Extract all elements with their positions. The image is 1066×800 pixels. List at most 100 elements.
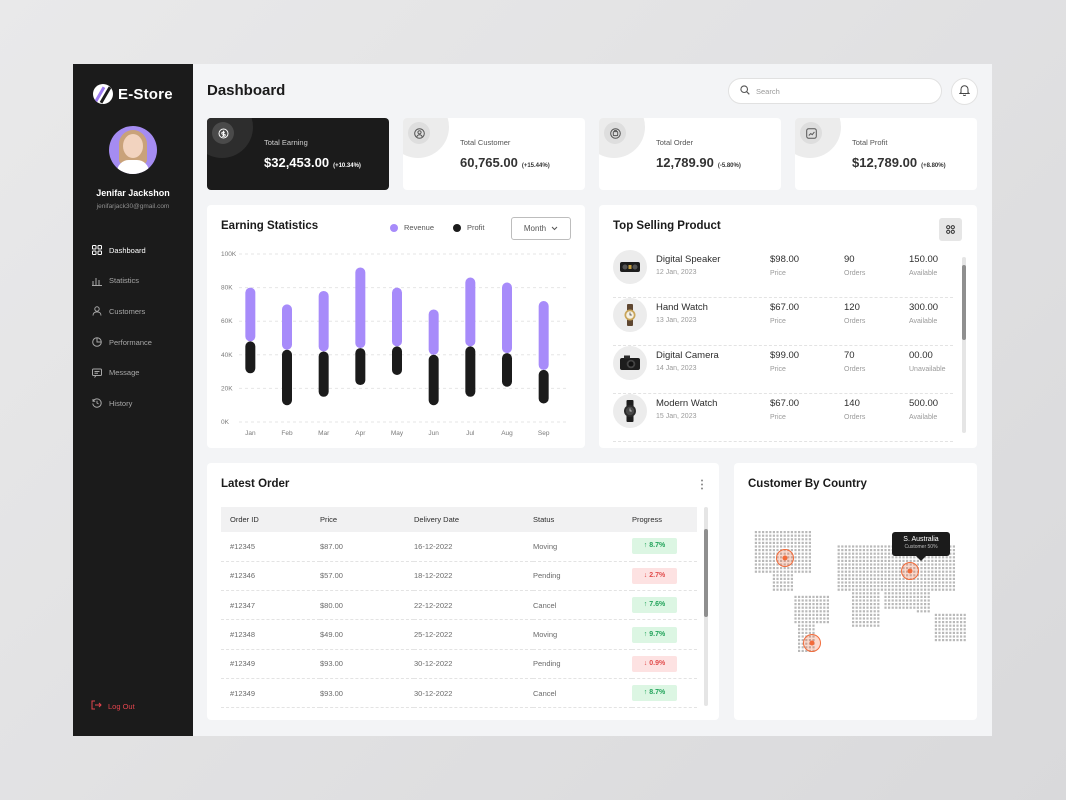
stat-value-number: $12,789.00 bbox=[852, 155, 918, 170]
search-bar[interactable] bbox=[728, 78, 942, 104]
revenue-bar[interactable] bbox=[355, 267, 366, 349]
price-label: Price bbox=[770, 318, 786, 325]
tooltip-title: S. Australia bbox=[903, 536, 939, 543]
order-icon bbox=[604, 122, 626, 144]
scrollbar-thumb[interactable] bbox=[704, 529, 708, 617]
revenue-bar[interactable] bbox=[318, 290, 329, 352]
sidebar-item-statistics[interactable]: Statistics bbox=[91, 266, 152, 297]
table-row[interactable]: #12347 $80.00 22-12-2022 Cancel ↑ 7.6% bbox=[221, 590, 697, 621]
progress-cell: ↑ 9.7% bbox=[632, 619, 697, 650]
modern-watch-icon bbox=[613, 394, 647, 428]
stat-delta: (+10.34%) bbox=[333, 163, 361, 169]
sidebar-item-performance[interactable]: Performance bbox=[91, 327, 152, 358]
product-stock: 300.00 Available bbox=[909, 302, 938, 325]
progress-cell: ↑ 7.6% bbox=[632, 590, 697, 621]
user-email: jenifarjack30@gmail.com bbox=[96, 203, 170, 210]
stat-card-total-customer[interactable]: Total Customer 60,765.00 (+15.44%) bbox=[403, 118, 585, 190]
message-icon bbox=[91, 367, 102, 378]
orders-value: 90 bbox=[844, 254, 855, 265]
order-price: $49.00 bbox=[320, 619, 414, 650]
table-row[interactable]: #12348 $49.00 25-12-2022 Moving ↑ 9.7% bbox=[221, 619, 697, 650]
column-header[interactable]: Progress bbox=[632, 507, 697, 532]
order-status: Cancel bbox=[533, 678, 632, 709]
stat-card-total-order[interactable]: Total Order 12,789.90 (-5.80%) bbox=[599, 118, 781, 190]
stock-value: 150.00 bbox=[909, 254, 939, 265]
product-price: $98.00 Price bbox=[770, 254, 799, 277]
product-scrollbar[interactable] bbox=[962, 257, 966, 433]
order-price: $87.00 bbox=[320, 532, 414, 562]
sidebar-item-history[interactable]: History bbox=[91, 388, 152, 419]
sidebar: E-Store Jenifar Jackshon jenifarjack30@g… bbox=[73, 64, 193, 736]
sidebar-item-message[interactable]: Message bbox=[91, 357, 152, 388]
sidebar-item-dashboard[interactable]: Dashboard bbox=[91, 235, 152, 266]
search-input[interactable] bbox=[756, 86, 926, 96]
profit-chart-icon bbox=[800, 122, 822, 144]
stat-label: Total Customer bbox=[460, 138, 511, 147]
period-value: Month bbox=[523, 224, 547, 233]
stat-delta: (+15.44%) bbox=[521, 163, 550, 169]
more-options-button[interactable] bbox=[700, 479, 704, 491]
product-row[interactable]: Modern Watch 15 Jan, 2023 $67.00 Price 14… bbox=[613, 394, 953, 442]
period-select[interactable]: Month bbox=[511, 217, 571, 240]
product-row[interactable]: Digital Camera 14 Jan, 2023 $99.00 Price … bbox=[613, 346, 953, 394]
stat-label: Total Order bbox=[656, 138, 694, 147]
revenue-bar[interactable] bbox=[245, 287, 256, 342]
revenue-bar[interactable] bbox=[392, 287, 402, 347]
table-row[interactable]: #12349 $93.00 30-12-2022 Pending ↓ 0.9% bbox=[221, 649, 697, 679]
revenue-bar[interactable] bbox=[502, 282, 512, 354]
profit-bar[interactable] bbox=[355, 348, 366, 386]
stat-card-total-earning[interactable]: Total Earning $32,453.00 (+10.34%) bbox=[207, 118, 389, 190]
x-tick-label: Feb bbox=[281, 430, 293, 437]
avatar[interactable] bbox=[109, 126, 157, 174]
x-tick-label: Apr bbox=[355, 430, 366, 437]
profit-bar[interactable] bbox=[282, 349, 292, 406]
column-header[interactable]: Price bbox=[320, 507, 414, 532]
column-header[interactable]: Order ID bbox=[221, 507, 320, 532]
table-row[interactable]: #12346 $57.00 18-12-2022 Pending ↓ 2.7% bbox=[221, 561, 697, 592]
price-label: Price bbox=[770, 366, 786, 373]
progress-badge: ↑ 8.7% bbox=[632, 685, 677, 702]
stat-card-total-profit[interactable]: Total Profit $12,789.00 (+8.80%) bbox=[795, 118, 977, 190]
product-row[interactable]: Digital Speaker 12 Jan, 2023 $98.00 Price… bbox=[613, 250, 953, 298]
product-orders: 120 Orders bbox=[844, 302, 865, 325]
product-name: Hand Watch bbox=[656, 302, 708, 313]
progress-badge: ↑ 8.7% bbox=[632, 538, 677, 555]
table-row[interactable]: #12349 $93.00 30-12-2022 Cancel ↑ 8.7% bbox=[221, 678, 697, 709]
column-header[interactable]: Delivery Date bbox=[414, 507, 533, 532]
profit-bar[interactable] bbox=[502, 353, 512, 387]
progress-badge: ↑ 9.7% bbox=[632, 626, 677, 643]
profit-bar[interactable] bbox=[538, 369, 549, 404]
logout-button[interactable]: Log Out bbox=[91, 700, 135, 712]
revenue-bar[interactable] bbox=[465, 277, 476, 347]
revenue-bar[interactable] bbox=[538, 301, 549, 370]
notification-button[interactable] bbox=[951, 78, 978, 105]
location-dot bbox=[809, 640, 815, 646]
world-dot-map[interactable] bbox=[734, 463, 977, 720]
order-status: Moving bbox=[533, 532, 632, 562]
table-row[interactable]: #12345 $87.00 16-12-2022 Moving ↑ 8.7% bbox=[221, 532, 697, 562]
history-icon bbox=[91, 398, 102, 409]
order-scrollbar[interactable] bbox=[704, 507, 708, 706]
revenue-bar[interactable] bbox=[282, 304, 292, 350]
grid-view-button[interactable] bbox=[939, 218, 962, 241]
orders-value: 70 bbox=[844, 350, 855, 361]
price-label: Price bbox=[770, 270, 786, 277]
profit-bar[interactable] bbox=[465, 346, 476, 397]
profit-bar[interactable] bbox=[428, 354, 439, 406]
product-row[interactable]: Hand Watch 13 Jan, 2023 $67.00 Price 120 O… bbox=[613, 298, 953, 346]
revenue-bar[interactable] bbox=[428, 309, 439, 355]
search-icon bbox=[740, 82, 750, 100]
sidebar-item-label: History bbox=[109, 398, 133, 408]
scrollbar-thumb[interactable] bbox=[962, 265, 966, 340]
profit-bar[interactable] bbox=[392, 346, 402, 375]
profit-bar[interactable] bbox=[245, 341, 256, 374]
order-status: Pending bbox=[533, 561, 632, 592]
delivery-date: 25-12-2022 bbox=[414, 619, 533, 650]
brand-logo[interactable]: E-Store bbox=[93, 84, 173, 104]
sidebar-item-customers[interactable]: Customers bbox=[91, 296, 152, 327]
orders-label: Orders bbox=[844, 318, 866, 325]
tooltip-subtitle: Customer 50% bbox=[904, 544, 938, 550]
profit-bar[interactable] bbox=[318, 351, 329, 397]
price-value: $99.00 bbox=[770, 350, 800, 361]
column-header[interactable]: Status bbox=[533, 507, 632, 532]
